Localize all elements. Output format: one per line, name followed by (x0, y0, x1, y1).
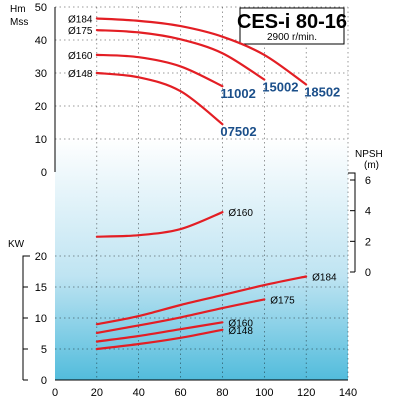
model-label: 15002 (262, 80, 298, 95)
x-tick-label: 60 (174, 387, 186, 399)
x-tick-label: 0 (52, 387, 58, 399)
power-tick-label: 10 (35, 313, 47, 325)
head-curve-label: Ø175 (68, 26, 93, 37)
npsh-tick-label: 0 (365, 267, 371, 279)
head-tick-label: 50 (35, 2, 47, 14)
x-tick-label: 100 (255, 387, 273, 399)
chart-title: CES-i 80-16 (237, 11, 347, 33)
power-tick-label: 20 (35, 251, 47, 263)
head-tick-label: 0 (41, 167, 47, 179)
head-curve-label: Ø184 (68, 15, 93, 26)
head-tick-label: 10 (35, 134, 47, 146)
model-label: 18502 (304, 85, 340, 100)
x-tick-label: 140 (339, 387, 357, 399)
head-tick-label: 40 (35, 35, 47, 47)
head-curve-label: Ø160 (68, 51, 93, 62)
npsh-curve-label: Ø160 (228, 208, 253, 219)
chart-subtitle: 2900 r/min. (267, 32, 317, 43)
model-label: 11002 (220, 86, 255, 101)
npsh-tick-label: 6 (365, 175, 371, 187)
power-tick-label: 15 (35, 282, 47, 294)
model-label: 07502 (220, 124, 256, 139)
head-unit-bottom: Mss (10, 17, 28, 28)
x-tick-label: 40 (133, 387, 145, 399)
power-curve-label: Ø184 (312, 272, 337, 283)
npsh-tick-label: 4 (365, 206, 371, 218)
title-box: CES-i 80-16 2900 r/min. (237, 8, 347, 44)
npsh-unit: (m) (364, 160, 379, 171)
power-curve-label: Ø148 (228, 326, 253, 337)
npsh-tick-label: 2 (365, 236, 371, 248)
npsh-label: NPSH (355, 149, 383, 160)
power-curve-label: Ø175 (270, 295, 295, 306)
x-tick-label: 20 (91, 387, 103, 399)
x-tick-label: 80 (216, 387, 228, 399)
head-tick-label: 30 (35, 68, 47, 80)
npsh-axis (348, 173, 355, 272)
power-tick-label: 0 (41, 375, 47, 387)
power-unit: KW (8, 239, 25, 250)
x-tick-label: 120 (297, 387, 315, 399)
head-tick-label: 20 (35, 101, 47, 113)
head-curve-label: Ø148 (68, 69, 93, 80)
head-unit-top: Hm (10, 4, 26, 15)
power-tick-label: 5 (41, 344, 47, 356)
